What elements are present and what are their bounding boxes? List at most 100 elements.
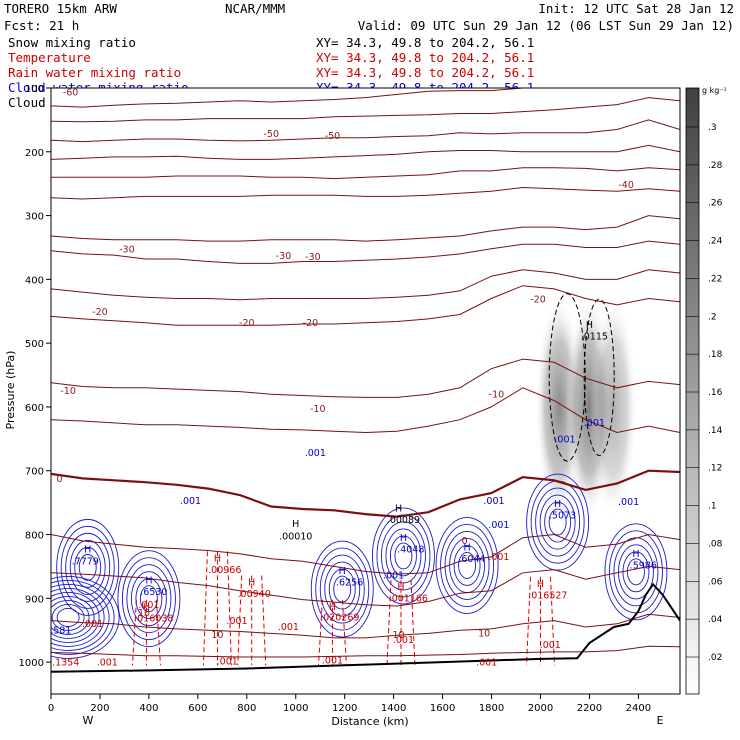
contour-value-label: .6530	[140, 587, 167, 598]
contour-value-label: .001	[488, 552, 509, 563]
cloud-water-contour	[394, 542, 413, 570]
contour-value-label: 0	[462, 536, 468, 547]
contour-value-label: 0	[57, 474, 63, 485]
isotherm-line	[51, 285, 680, 326]
cloud-water-contour	[74, 546, 102, 588]
colorbar-tick-label: .02	[708, 653, 722, 663]
contour-value-label: .001	[584, 418, 605, 429]
max-marker-label: H	[400, 533, 407, 544]
contour-value-label: .001	[540, 640, 561, 651]
x-axis-label: Distance (km)	[331, 715, 408, 728]
contour-value-label: .020269	[320, 613, 359, 624]
max-marker-label: H	[397, 582, 404, 593]
field-xy: XY= 34.3, 49.8 to 204.2, 56.1	[316, 65, 534, 80]
contour-value-label: .001	[138, 600, 159, 611]
isotherm-line	[51, 167, 680, 180]
cloud-water-contour	[117, 550, 181, 648]
west-label: W	[83, 714, 94, 727]
max-marker-label: H	[214, 553, 221, 564]
isotherm-line	[51, 97, 680, 123]
contour-value-label: 10	[211, 630, 223, 641]
contour-value-label: .001	[383, 571, 404, 582]
isotherm-line	[51, 533, 680, 575]
y-tick-label: 600	[25, 403, 44, 414]
isotherm-line	[51, 119, 680, 143]
cloud-water-contour	[51, 580, 115, 655]
cloud-water-contour	[453, 545, 481, 586]
axes: 0 200 400 600 800 1000 1200 1400 1600 1800 2000 220…	[19, 84, 652, 714]
contour-value-label: .0115	[581, 331, 608, 342]
y-tick-label: 500	[25, 339, 44, 350]
contour-value-label: -20	[303, 318, 319, 329]
max-marker-label: H	[339, 566, 346, 577]
contour-value-label: .581	[50, 625, 71, 636]
max-marker-label: H	[463, 542, 470, 553]
cloud-water-contour	[328, 568, 356, 610]
x-tick-label: 1800	[479, 703, 504, 714]
cloud-water-contour	[56, 608, 80, 627]
x-tick-label: 1000	[283, 703, 308, 714]
cloud-water-contour	[626, 558, 645, 586]
cloud-water-contour	[78, 553, 97, 581]
contour-value-label: -40	[618, 180, 634, 191]
contour-value-label: .001	[226, 616, 247, 627]
cloud-water-contour	[69, 539, 106, 595]
contour-value-label: .001166	[389, 594, 428, 605]
contour-value-label: .001	[554, 435, 575, 446]
terrain-surface	[51, 582, 680, 673]
contour-value-label: .001	[305, 448, 326, 459]
contour-value-label: 10	[392, 630, 404, 641]
colorbar-tick-label: .1	[708, 502, 717, 512]
contour-value-label: .4048	[397, 544, 424, 555]
colorbar-tick-label: .22	[708, 274, 722, 284]
cloud-water-contour	[526, 473, 590, 571]
field-xy: XY= 34.3, 49.8 to 204.2, 56.1	[316, 35, 534, 50]
contour-value-label: -20	[92, 307, 108, 318]
isotherm-line	[51, 645, 680, 658]
contour-value-label: .5073	[549, 511, 576, 522]
contour-value-label: -30	[119, 245, 135, 256]
x-tick-label: 600	[188, 703, 207, 714]
contour-value-label: .6044	[458, 554, 485, 565]
colorbar-tick-label: .04	[708, 615, 723, 625]
cloud-water-contour	[51, 600, 90, 635]
rain-water-contour	[226, 551, 232, 666]
contour-value-label: .016527	[528, 590, 567, 601]
max-marker-label: H	[554, 499, 561, 510]
center-name: NCAR/MMM	[225, 1, 285, 16]
cloud-water-contour	[56, 518, 120, 616]
cloud-water-contour	[130, 571, 167, 627]
x-tick-label: 1400	[381, 703, 406, 714]
contour-value-label: .6256	[336, 578, 363, 589]
cloud-water-contour	[380, 521, 426, 591]
isotherm-line	[51, 215, 680, 242]
rain-water-contour	[525, 576, 531, 666]
contour-value-label: 10	[478, 629, 490, 640]
contour-value-label: -10	[489, 389, 505, 400]
max-marker-label: H	[632, 549, 639, 560]
isotherm-line	[51, 613, 680, 639]
cloud-water-contour	[389, 535, 417, 577]
colorbar-tick-label: .24	[708, 237, 723, 247]
contour-value-label: -10	[60, 386, 76, 397]
max-marker-label: H	[586, 320, 593, 331]
y-tick-label: 700	[25, 467, 44, 478]
cloud-water-contour	[51, 588, 105, 647]
x-tick-label: 1600	[430, 703, 455, 714]
colorbar-tick-label: .26	[708, 199, 723, 209]
contour-value-label: .001	[180, 496, 201, 507]
snow-shading	[535, 295, 638, 520]
contour-value-label: .5986	[630, 560, 657, 571]
x-tick-label: 800	[237, 703, 256, 714]
contour-value-label: .00966	[208, 565, 241, 576]
cloud-water-contour	[324, 561, 361, 617]
contour-value-label: .001	[393, 635, 414, 646]
init-time: Init: 12 UTC Sat 28 Jan 12	[538, 1, 734, 16]
contour-value-label: .001	[483, 496, 504, 507]
plot-frame	[50, 87, 681, 695]
rain-water-contour	[341, 599, 347, 666]
contour-value-label: .00010	[279, 532, 312, 543]
colorbar-unit: g kg⁻¹	[702, 86, 727, 95]
cloud-water-contour	[539, 494, 576, 550]
contour-value-label: -30	[305, 252, 321, 263]
